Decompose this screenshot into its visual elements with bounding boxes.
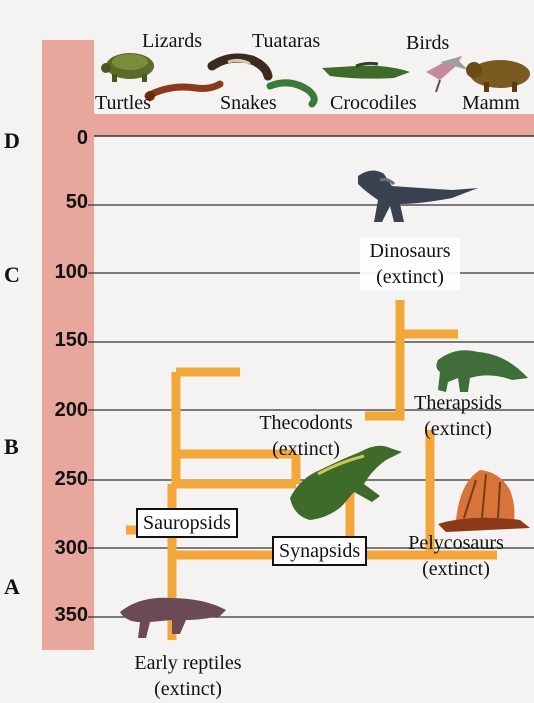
era-label-d: D [4, 128, 20, 153]
label-dinosaurs-name: Dinosaurs [369, 240, 451, 262]
tick-0: 0 [76, 127, 88, 149]
present-day-bar [94, 114, 534, 136]
label-thecodonts-note: (extinct) [272, 438, 340, 460]
label-snakes: Snakes [220, 92, 277, 114]
tick-300: 300 [54, 537, 88, 559]
label-tuataras: Tuataras [252, 30, 321, 52]
branches [121, 140, 502, 640]
label-dinosaurs-note: (extinct) [376, 266, 444, 288]
label-early-reptiles-note: (extinct) [154, 678, 222, 700]
tick-350: 350 [54, 604, 88, 626]
tick-100: 100 [54, 261, 88, 283]
label-pelycosaurs-note: (extinct) [422, 558, 490, 580]
label-crocodiles: Crocodiles [330, 92, 417, 114]
tick-200: 200 [54, 399, 88, 421]
label-thecodonts: Thecodonts (extinct) [248, 410, 364, 462]
label-early-reptiles-name: Early reptiles [134, 652, 242, 674]
era-label-c: C [4, 262, 20, 287]
label-pelycosaurs: Pelycosaurs (extinct) [394, 530, 518, 582]
label-thecodonts-name: Thecodonts [259, 412, 353, 434]
label-lizards: Lizards [142, 30, 202, 52]
label-mammals: Mamm [462, 92, 520, 114]
era-label-a: A [4, 574, 20, 599]
label-dinosaurs: Dinosaurs (extinct) [360, 238, 460, 290]
label-therapsids: Therapsids (extinct) [402, 390, 514, 442]
label-therapsids-note: (extinct) [424, 418, 492, 440]
tick-50: 50 [65, 191, 88, 213]
time-axis-bar [42, 40, 94, 650]
clade-box-synapsids: Synapsids [272, 536, 368, 566]
era-label-b: B [4, 434, 19, 459]
label-early-reptiles: Early reptiles (extinct) [110, 650, 266, 702]
tick-150: 150 [54, 329, 88, 351]
label-therapsids-name: Therapsids [414, 392, 502, 414]
label-birds: Birds [406, 32, 450, 54]
label-turtles: Turtles [95, 92, 151, 114]
clade-box-sauropsids: Sauropsids [136, 508, 238, 538]
label-pelycosaurs-name: Pelycosaurs [408, 532, 504, 554]
tick-250: 250 [54, 468, 88, 490]
